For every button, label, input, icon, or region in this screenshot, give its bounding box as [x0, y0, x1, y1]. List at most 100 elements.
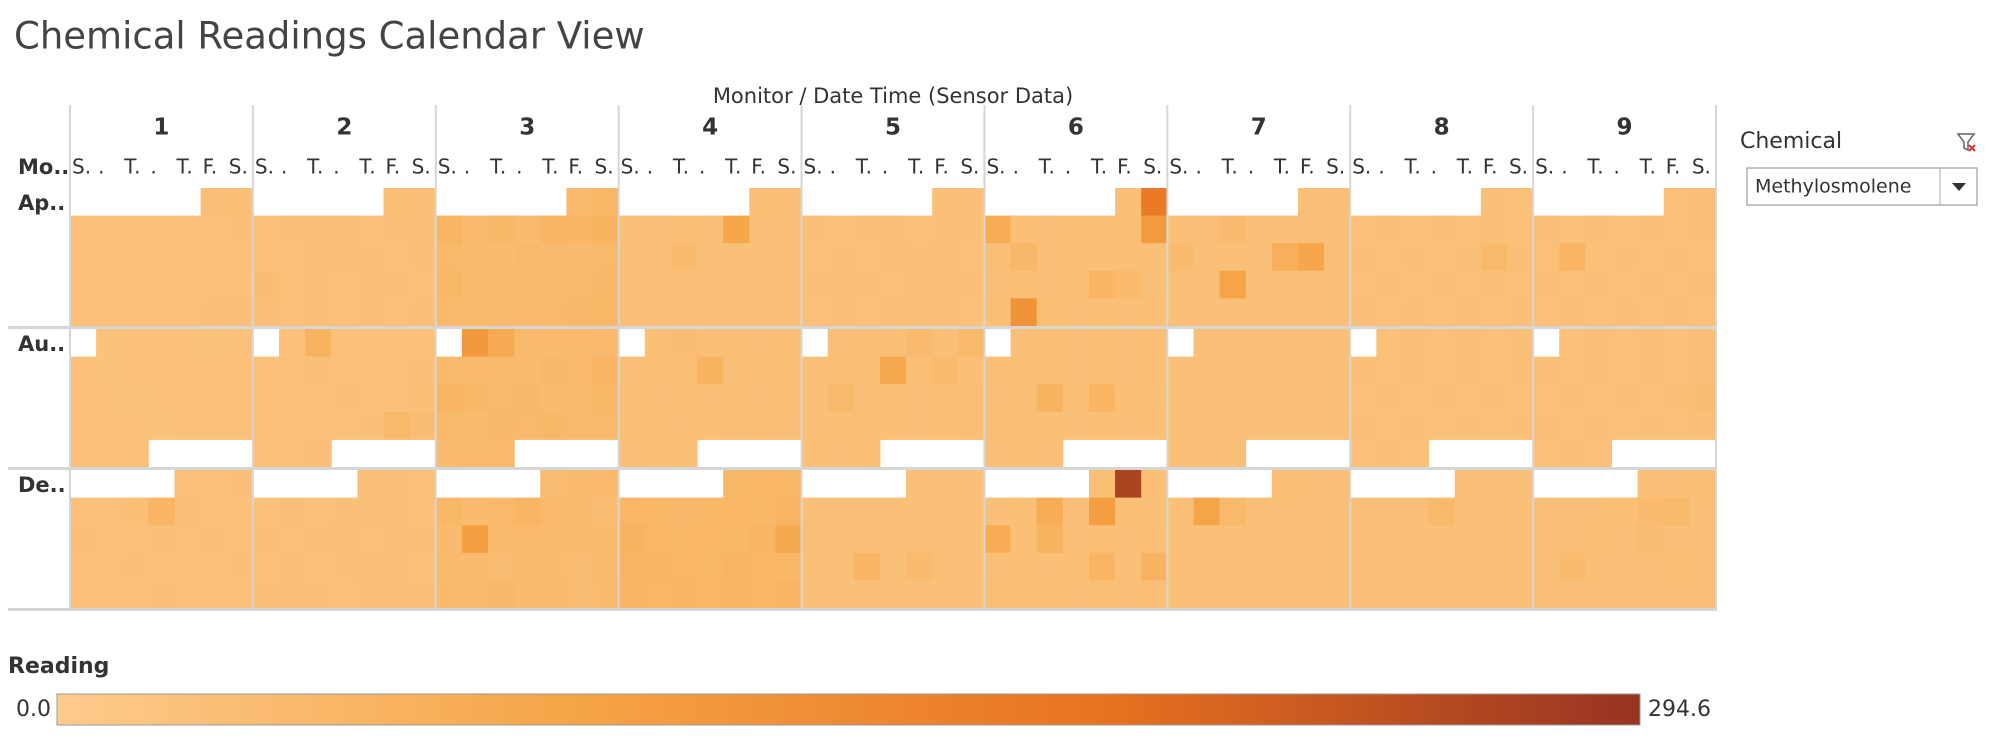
- cell: [958, 411, 985, 440]
- cell: [1271, 270, 1299, 299]
- cell: [1245, 298, 1273, 327]
- cell: [252, 439, 280, 468]
- cell: [984, 439, 1012, 468]
- cell: [1219, 580, 1247, 609]
- cell: [357, 356, 385, 385]
- cell: [305, 497, 332, 526]
- cell: [1663, 497, 1691, 526]
- cell: [1036, 384, 1064, 413]
- cell: [1088, 329, 1116, 358]
- cell: [514, 298, 541, 327]
- day-label: .: [830, 155, 836, 179]
- cell: [200, 243, 228, 272]
- cell: [96, 215, 123, 244]
- legend-tick-label: 0.0: [16, 697, 51, 722]
- monitor-label: 6: [1068, 115, 1084, 141]
- cell: [958, 243, 985, 272]
- cell: [96, 329, 123, 358]
- cell: [1663, 215, 1691, 244]
- cell: [1088, 552, 1116, 581]
- cell: [70, 298, 97, 327]
- cell: [1219, 497, 1247, 526]
- cell: [592, 356, 620, 385]
- cell: [906, 270, 933, 299]
- cell: [1324, 298, 1351, 327]
- cell: [1036, 329, 1064, 358]
- cell: [331, 270, 358, 299]
- cell: [644, 270, 672, 299]
- cell: [1689, 270, 1717, 299]
- cell: [357, 384, 385, 413]
- day-label: .: [1248, 155, 1254, 179]
- day-label: T.: [176, 155, 193, 179]
- cell: [96, 439, 123, 468]
- cell: [279, 411, 306, 440]
- cell: [1663, 384, 1691, 413]
- cell: [331, 298, 358, 327]
- cell: [331, 243, 358, 272]
- cell: [200, 384, 228, 413]
- cell: [435, 384, 463, 413]
- cell: [697, 270, 724, 299]
- cell: [1533, 356, 1560, 385]
- cell: [1533, 270, 1560, 299]
- cell: [958, 270, 985, 299]
- cell: [984, 411, 1012, 440]
- day-label: F.: [203, 155, 218, 179]
- cell: [226, 188, 254, 217]
- day-label: S.: [255, 155, 274, 179]
- filter-icon[interactable]: [1956, 133, 1976, 152]
- cell: [697, 411, 724, 440]
- cell: [540, 470, 567, 499]
- cell: [592, 188, 620, 217]
- cell: [1454, 552, 1482, 581]
- cell: [1611, 298, 1639, 327]
- cell: [148, 384, 176, 413]
- cell: [1559, 356, 1586, 385]
- cell: [252, 243, 280, 272]
- cell: [435, 298, 463, 327]
- cell: [1036, 356, 1064, 385]
- cell: [1193, 243, 1221, 272]
- dropdown[interactable]: Methylosmolene: [1746, 167, 1978, 206]
- cell: [566, 497, 594, 526]
- cell: [566, 384, 594, 413]
- cell: [618, 384, 646, 413]
- cell: [670, 270, 698, 299]
- cell: [279, 356, 306, 385]
- cell: [1637, 580, 1665, 609]
- day-label: T.: [1403, 155, 1420, 179]
- cell: [70, 497, 97, 526]
- cell: [409, 411, 437, 440]
- cell: [357, 329, 385, 358]
- cell: [174, 356, 202, 385]
- day-label: S.: [960, 155, 979, 179]
- cell: [1611, 497, 1639, 526]
- cell: [488, 552, 515, 581]
- cell: [932, 552, 959, 581]
- cell: [853, 525, 881, 554]
- cell: [252, 552, 280, 581]
- cell: [383, 298, 411, 327]
- cell: [409, 384, 437, 413]
- day-label: F.: [1666, 155, 1681, 179]
- cell: [1167, 243, 1194, 272]
- cell: [1428, 356, 1456, 385]
- cell: [1324, 470, 1351, 499]
- cell: [697, 552, 724, 581]
- cell: [827, 552, 855, 581]
- cell: [1271, 215, 1299, 244]
- cell: [1141, 411, 1168, 440]
- cell: [984, 525, 1012, 554]
- legend-tick-label: 294.6: [1648, 697, 1711, 722]
- day-label: F.: [386, 155, 401, 179]
- day-label: S.: [438, 155, 457, 179]
- cell: [1689, 356, 1717, 385]
- cell: [226, 298, 254, 327]
- cell: [1506, 470, 1534, 499]
- cell: [932, 580, 959, 609]
- cell: [1376, 356, 1403, 385]
- cell: [592, 497, 620, 526]
- cell: [1402, 525, 1430, 554]
- cell: [1506, 270, 1534, 299]
